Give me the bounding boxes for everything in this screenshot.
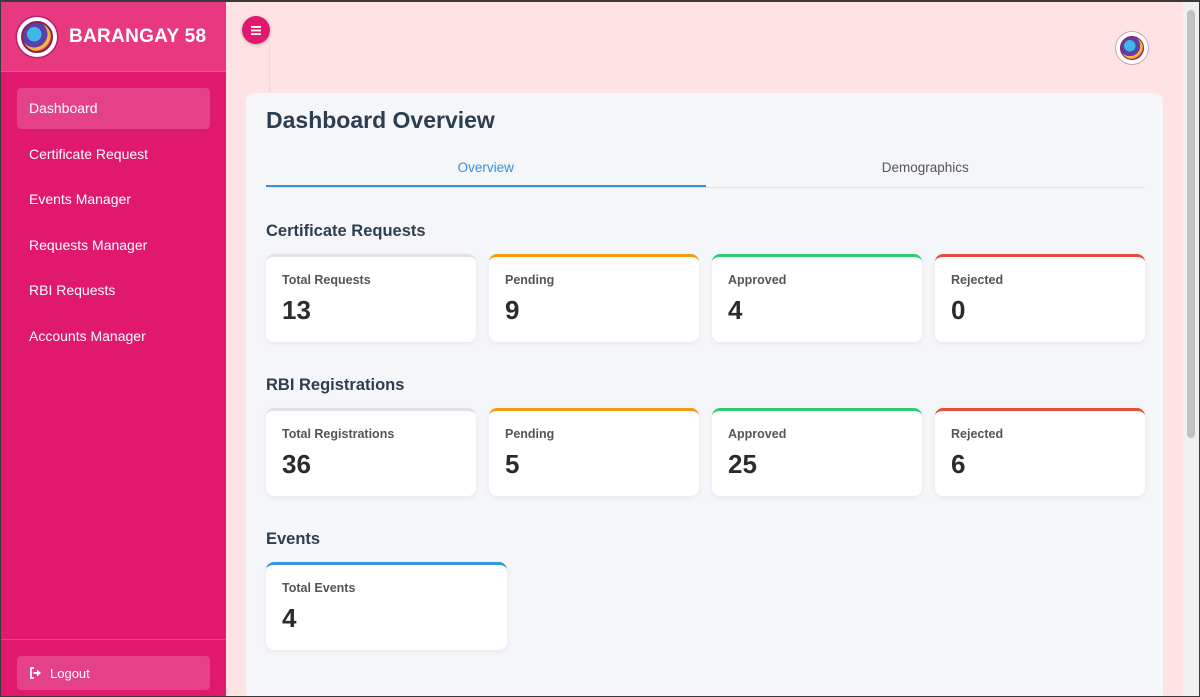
- stat-card-rejected-requests: Rejected 0: [935, 254, 1145, 342]
- section-title-certificate-requests: Certificate Requests: [266, 222, 426, 240]
- stat-label: Rejected: [951, 427, 1004, 441]
- sidebar-toggle-button[interactable]: [242, 16, 270, 44]
- stat-card-total-events: Total Events 4: [266, 562, 507, 650]
- stat-card-pending-registrations: Pending 5: [489, 408, 699, 496]
- stat-value: 4: [728, 295, 743, 325]
- stat-value: 25: [728, 449, 757, 479]
- rbi-stats-row: Total Registrations 36 Pending 5 Approve…: [266, 408, 1145, 496]
- brand-name: BARANGAY 58: [69, 25, 207, 47]
- sidebar-item-certificate-request[interactable]: Certificate Request: [29, 145, 149, 162]
- tab-demographics[interactable]: Demographics: [881, 160, 969, 175]
- sidebar-footer: Logout: [1, 639, 226, 697]
- stat-card-approved-registrations: Approved 25: [712, 408, 922, 496]
- barangay-seal-logo: [15, 14, 59, 59]
- stat-value: 13: [282, 295, 311, 325]
- stat-card-approved-requests: Approved 4: [712, 254, 922, 342]
- stat-label: Total Requests: [282, 273, 371, 287]
- tab-overview[interactable]: Overview: [266, 158, 706, 187]
- scrollbar-thumb[interactable]: [1187, 10, 1195, 438]
- brand-header[interactable]: BARANGAY 58: [1, 2, 226, 72]
- certificate-stats-row: Total Requests 13 Pending 9 Approved 4 R…: [266, 254, 1145, 342]
- user-avatar[interactable]: [1116, 32, 1148, 64]
- stat-value: 36: [282, 449, 311, 479]
- stat-value: 4: [282, 603, 297, 633]
- sidebar-item-dashboard[interactable]: Dashboard: [17, 88, 210, 129]
- stat-label: Total Events: [282, 581, 356, 595]
- stat-value: 6: [951, 449, 966, 479]
- stat-label: Total Registrations: [282, 427, 395, 441]
- stat-value: 5: [505, 449, 520, 479]
- stat-label: Pending: [505, 427, 555, 441]
- sidebar-item-rbi-requests[interactable]: RBI Requests: [29, 282, 116, 298]
- logout-icon: [30, 667, 41, 679]
- sidebar-item-events-manager[interactable]: Events Manager: [29, 191, 131, 207]
- page-scrollbar[interactable]: [1183, 2, 1199, 697]
- stat-label: Approved: [728, 427, 787, 441]
- page-title: Dashboard Overview: [266, 107, 495, 133]
- header-divider: [269, 44, 270, 92]
- stat-card-total-registrations: Total Registrations 36: [266, 408, 476, 496]
- hamburger-icon: [251, 25, 261, 35]
- stat-card-pending-requests: Pending 9: [489, 254, 699, 342]
- logout-label: Logout: [50, 665, 90, 681]
- barangay-seal-icon: [1120, 36, 1144, 60]
- sidebar-item-accounts-manager[interactable]: Accounts Manager: [29, 327, 146, 344]
- dashboard-card: Dashboard Overview Overview Demographics…: [246, 93, 1163, 697]
- tab-bar: Overview Demographics: [266, 158, 1145, 188]
- stat-label: Pending: [505, 273, 555, 287]
- events-stats-row: Total Events 4: [266, 562, 1145, 650]
- stat-card-rejected-registrations: Rejected 6: [935, 408, 1145, 496]
- stat-card-total-requests: Total Requests 13: [266, 254, 476, 342]
- section-title-rbi-registrations: RBI Registrations: [266, 376, 405, 394]
- sidebar: BARANGAY 58 Dashboard Certificate Reques…: [1, 2, 226, 697]
- stat-value: 0: [951, 295, 966, 325]
- stat-label: Approved: [728, 273, 787, 287]
- sidebar-nav: Dashboard Certificate Request Events Man…: [1, 72, 226, 639]
- logout-button[interactable]: Logout: [17, 656, 210, 690]
- stat-value: 9: [505, 295, 520, 325]
- section-title-events: Events: [266, 530, 321, 548]
- sidebar-item-requests-manager[interactable]: Requests Manager: [29, 236, 148, 253]
- stat-label: Rejected: [951, 273, 1004, 287]
